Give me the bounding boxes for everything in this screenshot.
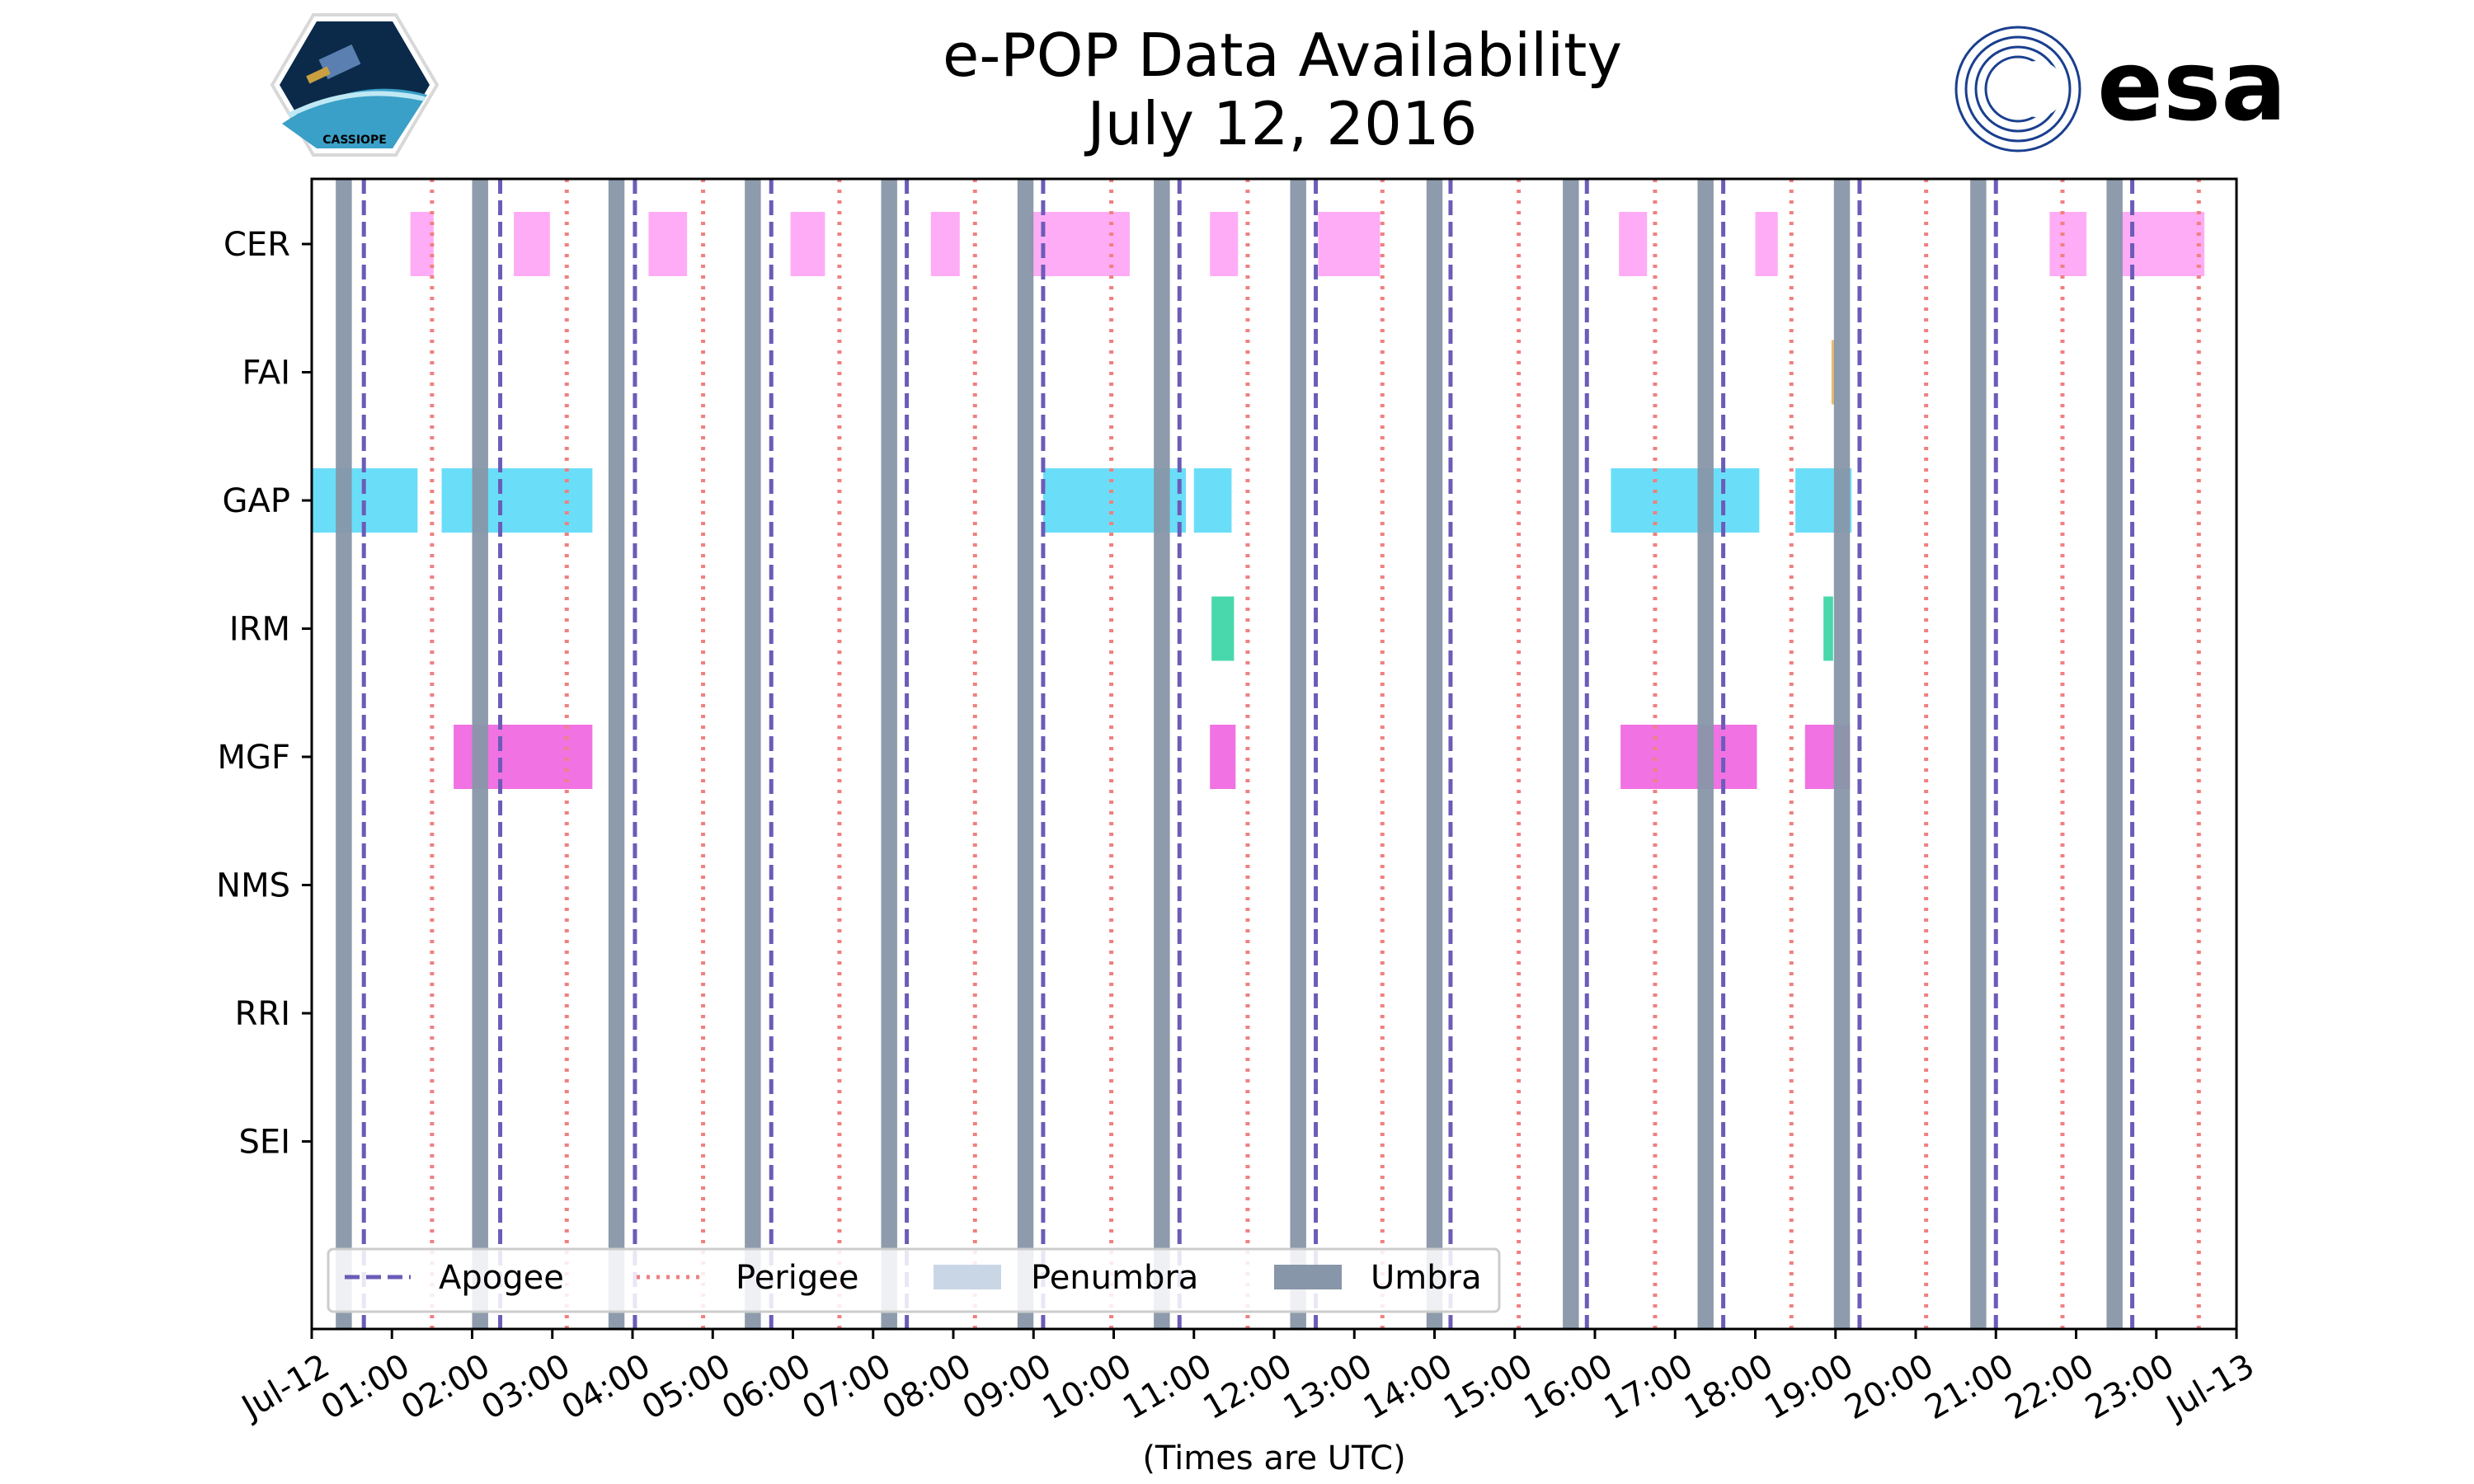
bar-cer bbox=[790, 212, 825, 276]
bar-cer bbox=[1318, 212, 1380, 276]
x-tick-label: 01:00 bbox=[315, 1347, 416, 1427]
svg-text:CASSIOPE: CASSIOPE bbox=[322, 134, 387, 147]
bar-mgf bbox=[1620, 725, 1757, 789]
bar-irm bbox=[1823, 596, 1833, 661]
y-tick-label-gap: GAP bbox=[223, 482, 290, 520]
x-tick-label: Jul-13 bbox=[2158, 1347, 2260, 1428]
esa-logo: esa bbox=[1954, 26, 2287, 153]
instrument-bars bbox=[312, 212, 2205, 789]
x-tick-label: 07:00 bbox=[796, 1347, 897, 1427]
x-tick-label: 23:00 bbox=[2079, 1347, 2180, 1427]
x-tick-label: 15:00 bbox=[1437, 1347, 1539, 1427]
bar-gap bbox=[441, 468, 593, 533]
x-tick-label: 20:00 bbox=[1839, 1347, 1940, 1427]
x-tick-label: 17:00 bbox=[1598, 1347, 1700, 1427]
x-tick-label: 04:00 bbox=[556, 1347, 657, 1427]
y-tick-label-cer: CER bbox=[223, 226, 290, 264]
umbra-bands bbox=[336, 179, 2123, 1329]
bar-irm bbox=[1211, 596, 1235, 661]
x-tick-label: Jul-12 bbox=[233, 1347, 336, 1428]
legend: Apogee Perigee Penumbra Umbra bbox=[327, 1247, 1501, 1313]
umbra-band bbox=[336, 179, 352, 1329]
bar-gap bbox=[1611, 468, 1760, 533]
bar-cer bbox=[648, 212, 688, 276]
umbra-band bbox=[1017, 179, 1034, 1329]
legend-umbra-swatch bbox=[1274, 1265, 1342, 1289]
umbra-band bbox=[608, 179, 625, 1329]
y-tick-label-sei: SEI bbox=[239, 1124, 290, 1162]
umbra-band bbox=[1290, 179, 1306, 1329]
x-tick-label: 18:00 bbox=[1678, 1347, 1780, 1427]
bar-cer bbox=[930, 212, 960, 276]
bar-cer bbox=[1619, 212, 1648, 276]
legend-apogee-label: Apogee bbox=[439, 1259, 564, 1297]
x-tick-label: 10:00 bbox=[1037, 1347, 1138, 1427]
umbra-band bbox=[1970, 179, 1987, 1329]
orbit-lines bbox=[361, 179, 2201, 1329]
legend-box bbox=[327, 1247, 1501, 1313]
y-tick-label-nms: NMS bbox=[216, 867, 290, 905]
legend-perigee-label: Perigee bbox=[736, 1259, 858, 1297]
bar-cer bbox=[1210, 212, 1239, 276]
umbra-band bbox=[1833, 179, 1851, 1329]
y-axis: CER FAI GAP IRM MGF NMS RRI SEI bbox=[216, 226, 312, 1162]
x-tick-label: 08:00 bbox=[877, 1347, 978, 1427]
axes-frame bbox=[310, 177, 2238, 1331]
umbra-band bbox=[1426, 179, 1443, 1329]
umbra-band bbox=[472, 179, 488, 1329]
x-tick-label: 22:00 bbox=[1999, 1347, 2100, 1427]
y-tick-label-rri: RRI bbox=[235, 995, 290, 1033]
chart-title-line-2: July 12, 2016 bbox=[1084, 89, 1478, 158]
legend-umbra-label: Umbra bbox=[1371, 1259, 1482, 1297]
umbra-band bbox=[881, 179, 897, 1329]
x-tick-label: 03:00 bbox=[475, 1347, 576, 1427]
bar-cer bbox=[2049, 212, 2087, 276]
bar-cer bbox=[514, 212, 550, 276]
umbra-band bbox=[1563, 179, 1579, 1329]
bar-cer bbox=[1031, 212, 1130, 276]
bar-mgf bbox=[1210, 725, 1236, 789]
y-tick-label-irm: IRM bbox=[229, 611, 290, 649]
chart-title-line-1: e-POP Data Availability bbox=[943, 21, 1622, 90]
y-tick-label-mgf: MGF bbox=[217, 739, 290, 777]
x-tick-label: 09:00 bbox=[957, 1347, 1058, 1427]
bar-cer bbox=[410, 212, 434, 276]
x-tick-label: 14:00 bbox=[1357, 1347, 1459, 1427]
x-tick-label: 06:00 bbox=[716, 1347, 817, 1427]
x-tick-label: 16:00 bbox=[1518, 1347, 1620, 1427]
bar-fai bbox=[1831, 340, 1835, 405]
cassiope-logo: CASSIOPE bbox=[270, 13, 440, 157]
x-tick-label: 19:00 bbox=[1758, 1347, 1860, 1427]
umbra-band bbox=[1154, 179, 1170, 1329]
umbra-band bbox=[2106, 179, 2123, 1329]
umbra-band bbox=[745, 179, 761, 1329]
x-axis-label: (Times are UTC) bbox=[1142, 1439, 1405, 1477]
bar-cer bbox=[1755, 212, 1778, 276]
y-tick-label-fai: FAI bbox=[242, 355, 291, 392]
x-tick-label: 21:00 bbox=[1919, 1347, 2020, 1427]
x-tick-label: 02:00 bbox=[395, 1347, 496, 1427]
x-tick-label: 12:00 bbox=[1197, 1347, 1299, 1427]
x-tick-label: 11:00 bbox=[1117, 1347, 1218, 1427]
x-tick-label: 05:00 bbox=[636, 1347, 737, 1427]
legend-penumbra-label: Penumbra bbox=[1031, 1259, 1198, 1297]
legend-penumbra-swatch bbox=[934, 1265, 1001, 1289]
x-axis: Jul-1201:0002:0003:0004:0005:0006:0007:0… bbox=[233, 1329, 2260, 1428]
umbra-band bbox=[1697, 179, 1714, 1329]
x-tick-label: 13:00 bbox=[1277, 1347, 1379, 1427]
svg-text:esa: esa bbox=[2097, 29, 2287, 143]
bar-gap bbox=[1193, 468, 1232, 533]
